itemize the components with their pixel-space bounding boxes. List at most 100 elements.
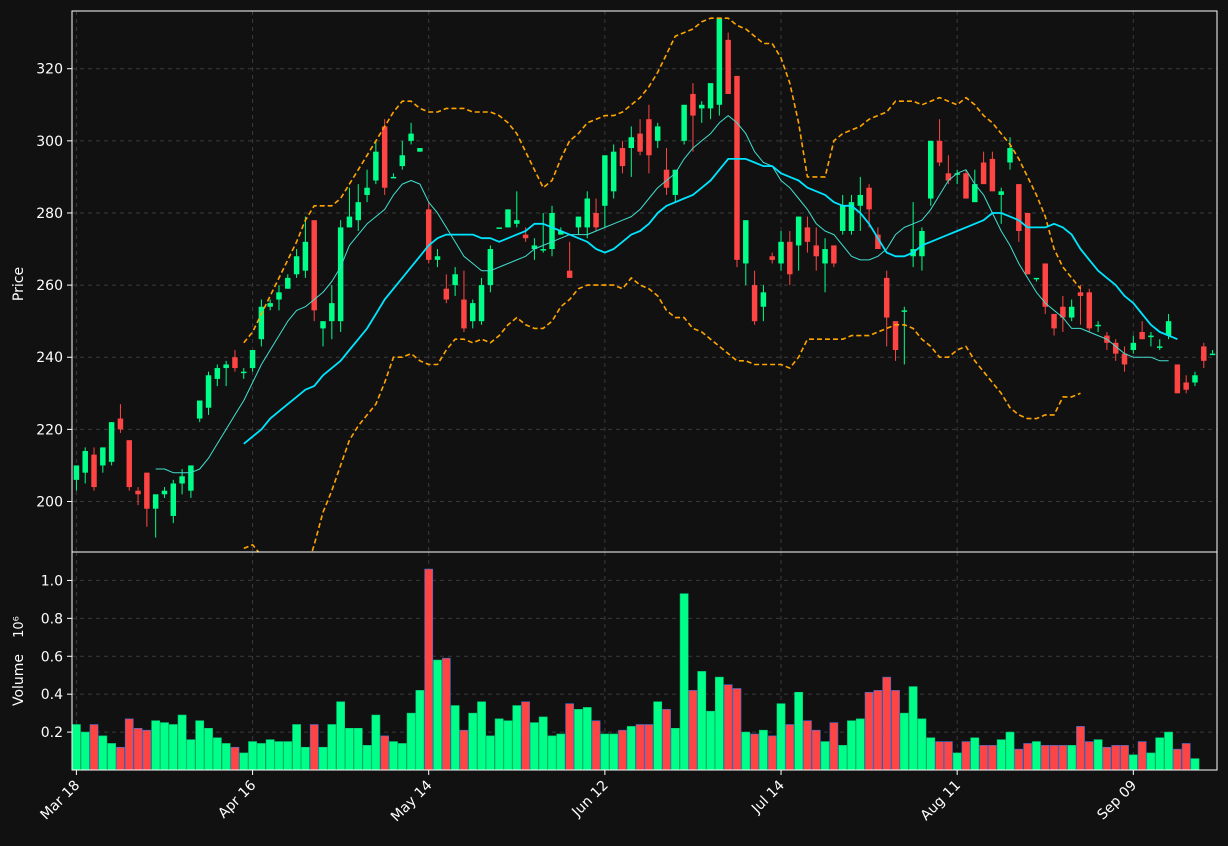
candle-body [566, 270, 573, 278]
volume-bar [1181, 743, 1191, 771]
candle-body [928, 140, 934, 199]
candle-body [249, 350, 256, 369]
candle-body [337, 227, 344, 322]
volume-bar [124, 718, 134, 771]
volume-bar [380, 735, 390, 771]
candle-body [716, 18, 723, 105]
candle-body [1095, 324, 1101, 327]
volume-bar [1128, 754, 1138, 771]
candle-body [179, 476, 185, 484]
volume-bar [644, 724, 654, 771]
candle-body [1007, 148, 1013, 163]
volume-axis-unit: 10⁶ [12, 616, 27, 638]
volume-bar [248, 741, 257, 771]
candle-body [117, 418, 124, 430]
volume-tick-label: 1.0 [41, 573, 63, 589]
volume-bar [212, 737, 222, 771]
candle-body [945, 173, 952, 181]
candle-body [989, 158, 996, 192]
volume-bar [847, 720, 856, 771]
candle-body [839, 205, 846, 232]
candle-body [751, 285, 758, 322]
candle-body [769, 256, 775, 260]
candle-body [1051, 313, 1057, 329]
volume-panel [72, 568, 1200, 771]
volume-bar [723, 684, 733, 771]
candle-body [364, 187, 370, 195]
candle-body [1121, 353, 1128, 365]
volume-bar [935, 741, 944, 771]
volume-bar [785, 724, 795, 771]
candle-body [892, 321, 899, 351]
volume-bar [450, 705, 460, 771]
candle-body [540, 249, 546, 251]
candle-body [646, 119, 652, 156]
candle-body [126, 440, 132, 488]
candle-body [998, 191, 1004, 195]
volume-bar [301, 746, 310, 771]
volume-bar [477, 701, 486, 771]
candle-body [531, 245, 538, 250]
candle-body [135, 490, 141, 495]
candle-body [205, 375, 212, 408]
candle-body [804, 227, 811, 242]
candle-body [972, 184, 978, 203]
candle-body [452, 274, 458, 286]
candle-body [831, 245, 837, 264]
volume-bar [1093, 739, 1103, 771]
candle-body [152, 494, 159, 509]
candle-body [1024, 212, 1031, 275]
candle-body [787, 241, 793, 275]
volume-bar [1146, 752, 1156, 771]
price-tick-label: 240 [36, 350, 63, 366]
volume-bar [582, 707, 592, 771]
candle-body [954, 173, 960, 175]
volume-bar [1067, 745, 1077, 771]
candle-body [1016, 184, 1022, 232]
volume-bar [1111, 745, 1121, 771]
candle-body [514, 220, 520, 224]
price-panel [73, 17, 1216, 552]
volume-bar [732, 688, 742, 771]
volume-bar [80, 731, 90, 771]
volume-bar [494, 718, 504, 771]
candle-body [329, 303, 335, 322]
candle-body [1077, 292, 1084, 296]
candle-body [1086, 292, 1093, 329]
candle-body [1139, 331, 1145, 340]
volume-bar [679, 593, 689, 771]
volume-bar [1084, 741, 1094, 771]
price-tick-label: 280 [36, 206, 63, 222]
volume-bar [556, 733, 566, 771]
price-axis-label: Price [11, 267, 27, 301]
candle-body [1148, 335, 1154, 338]
volume-bar [424, 568, 434, 771]
price-tick-label: 320 [36, 62, 63, 78]
volume-bar [274, 741, 284, 771]
volume-bar [1102, 746, 1112, 771]
candle-body [901, 310, 908, 312]
candle-body [188, 465, 194, 491]
volume-bar [706, 710, 715, 771]
volume-bar [838, 745, 848, 771]
candle-body [522, 234, 529, 239]
volume-bar [1137, 741, 1147, 771]
price-tick-label: 300 [36, 134, 63, 150]
volume-bar [979, 745, 988, 771]
candle-body [100, 447, 106, 466]
candle-body [311, 220, 317, 311]
candle-body [1183, 382, 1189, 390]
volume-bar [891, 690, 900, 771]
volume-bar [1032, 741, 1041, 771]
candle-body [575, 216, 582, 228]
volume-bar [468, 712, 478, 771]
volume-bar [309, 724, 319, 771]
candle-body [505, 209, 511, 228]
candle-body [1192, 375, 1198, 383]
candle-body [232, 357, 238, 369]
candle-body [795, 216, 802, 246]
candle-body [390, 176, 397, 179]
sma-fast-line [155, 115, 1169, 474]
volume-bar [1023, 743, 1032, 771]
